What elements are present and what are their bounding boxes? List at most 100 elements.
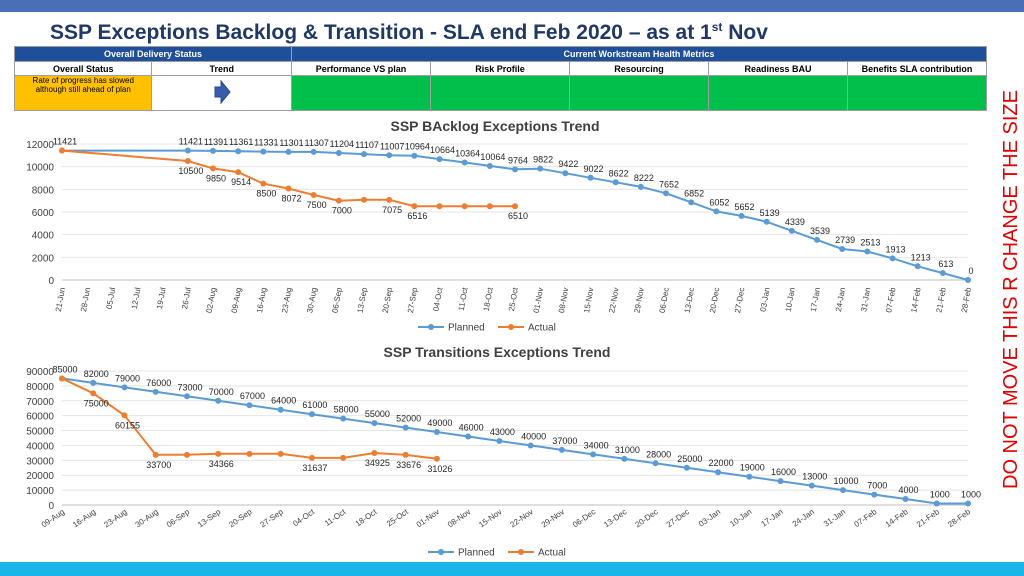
data-point-planned [308, 411, 315, 418]
data-label: 11421 [179, 137, 203, 147]
x-tick-label: 10-Jan [728, 507, 753, 528]
x-tick-label: 29-Nov [540, 507, 566, 529]
x-tick-label: 13-Dec [683, 287, 696, 314]
y-tick-label: 0 [48, 276, 54, 287]
data-label: 61000 [302, 400, 327, 410]
data-label: 9514 [231, 177, 251, 187]
data-point-actual [386, 196, 393, 203]
data-label: 10064 [480, 152, 505, 162]
x-tick-label: 08-Nov [446, 507, 472, 529]
x-tick-label: 02-Aug [205, 287, 218, 314]
data-label: 85000 [52, 364, 77, 374]
readiness-cell [708, 75, 848, 111]
data-point-actual [184, 158, 191, 164]
data-label: 613 [938, 259, 953, 269]
x-tick-label: 23-Aug [280, 287, 293, 314]
x-tick-label: 12-Jul [130, 287, 143, 310]
x-tick-label: 17-Jan [809, 287, 822, 313]
overall-status-cell: Rate of progress has slowed although sti… [13, 75, 153, 111]
data-label: 4339 [785, 217, 805, 227]
data-label: 10500 [178, 166, 203, 176]
col-risk: Risk Profile [430, 61, 570, 76]
x-tick-label: 04-Oct [291, 507, 316, 529]
data-point-actual [210, 165, 216, 172]
data-point-planned [310, 148, 317, 155]
data-point-actual [361, 196, 367, 203]
data-label: 22000 [709, 458, 734, 468]
data-label: 34925 [365, 458, 390, 468]
bottom-accent-bar [0, 562, 1024, 576]
data-point-planned [340, 415, 347, 422]
data-label: 9022 [583, 164, 603, 174]
data-point-planned [183, 393, 190, 400]
data-point-planned [933, 500, 940, 507]
data-point-actual [285, 185, 292, 192]
data-point-planned [864, 248, 871, 255]
benefits-cell [847, 75, 987, 111]
x-tick-label: 28-Jun [79, 287, 92, 313]
data-point-planned [871, 491, 878, 498]
data-label: 7000 [332, 206, 352, 216]
data-point-actual [340, 454, 347, 461]
data-label: 13000 [802, 472, 827, 482]
data-label: 4000 [899, 485, 919, 495]
y-tick-label: 40000 [26, 441, 54, 452]
legend-label: Actual [528, 323, 556, 334]
data-point-planned [433, 429, 440, 436]
data-label: 49000 [427, 418, 452, 428]
x-tick-label: 22-Nov [508, 507, 534, 529]
side-note: DO NOT MOVE THIS R CHANGE THE SIZE [1000, 90, 1022, 490]
x-tick-label: 11-Oct [457, 286, 470, 311]
x-tick-label: 18-Oct [354, 507, 379, 529]
data-label: 0 [968, 266, 973, 276]
data-point-actual [512, 203, 518, 210]
data-point-actual [121, 412, 128, 419]
x-tick-label: 30-Aug [134, 507, 160, 529]
data-label: 8072 [281, 194, 301, 204]
data-label: 37000 [552, 436, 577, 446]
data-label: 5139 [760, 208, 780, 218]
y-tick-label: 2000 [32, 253, 55, 264]
data-label: 33700 [146, 460, 171, 470]
data-label: 11307 [304, 138, 328, 148]
x-tick-label: 10-Jan [784, 287, 797, 313]
data-label: 5652 [734, 202, 754, 212]
status-table: Overall Delivery Status Current Workstre… [13, 46, 987, 111]
x-tick-label: 24-Jan [791, 507, 816, 528]
x-tick-label: 25-Oct [507, 286, 520, 312]
col-resourcing: Resourcing [569, 61, 709, 76]
data-label: 6510 [508, 211, 528, 221]
y-tick-label: 30000 [26, 456, 54, 467]
data-label: 11204 [330, 139, 354, 149]
x-tick-label: 16-Aug [255, 287, 268, 314]
data-label: 11107 [355, 140, 379, 150]
data-label: 9850 [206, 173, 226, 183]
x-tick-label: 13-Dec [602, 507, 628, 529]
data-label: 34000 [584, 440, 609, 450]
data-point-actual [246, 450, 253, 457]
data-label: 11361 [229, 137, 253, 147]
data-label: 79000 [115, 373, 140, 383]
x-tick-label: 27-Dec [665, 507, 691, 529]
data-label: 11331 [254, 138, 278, 148]
data-label: 10964 [405, 142, 430, 152]
data-point-planned [215, 397, 222, 404]
col-overall-status: Overall Status [13, 61, 153, 76]
x-tick-label: 08-Nov [557, 287, 570, 314]
data-point-planned [715, 469, 722, 476]
data-point-actual [411, 203, 418, 210]
data-label: 7000 [867, 481, 887, 491]
data-point-planned [361, 151, 367, 158]
data-point-planned [335, 150, 342, 157]
data-label: 31026 [427, 464, 452, 474]
x-tick-label: 15-Nov [477, 507, 503, 529]
data-label: 6516 [407, 211, 427, 221]
data-point-planned [277, 406, 284, 413]
x-tick-label: 29-Nov [632, 287, 645, 314]
y-tick-label: 20000 [26, 471, 54, 482]
data-label: 25000 [677, 454, 702, 464]
data-label: 2739 [835, 235, 855, 245]
data-point-actual [486, 203, 493, 210]
data-point-planned [246, 402, 253, 409]
data-label: 1000 [961, 490, 981, 500]
